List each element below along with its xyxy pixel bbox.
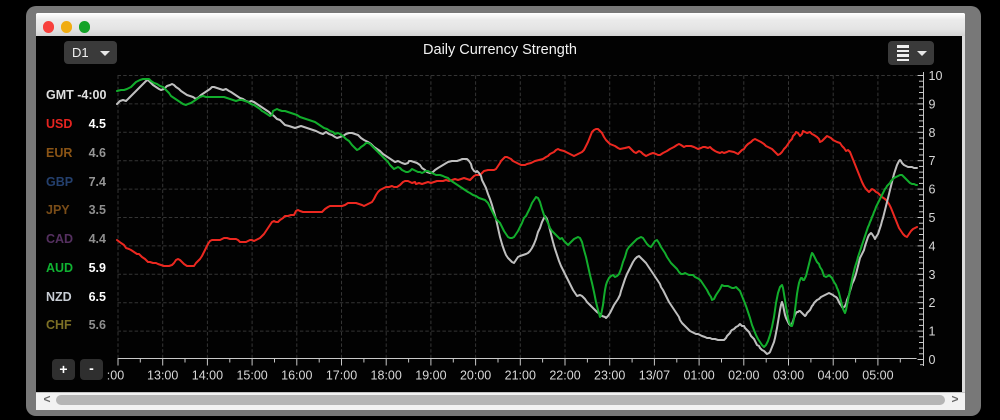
svg-text:3: 3 bbox=[929, 268, 936, 282]
svg-text:14:00: 14:00 bbox=[192, 369, 223, 383]
svg-text:02:00: 02:00 bbox=[728, 369, 759, 383]
svg-text:0: 0 bbox=[929, 353, 936, 367]
svg-text:18:00: 18:00 bbox=[371, 369, 402, 383]
svg-text:20:00: 20:00 bbox=[460, 369, 491, 383]
svg-text:9: 9 bbox=[929, 97, 936, 111]
svg-text:21:00: 21:00 bbox=[505, 369, 536, 383]
svg-text:01:00: 01:00 bbox=[683, 369, 714, 383]
svg-text:03:00: 03:00 bbox=[773, 369, 804, 383]
svg-text:2: 2 bbox=[929, 296, 936, 310]
svg-text:05:00: 05:00 bbox=[862, 369, 893, 383]
svg-text::00: :00 bbox=[107, 369, 124, 383]
svg-text:1: 1 bbox=[929, 325, 936, 339]
svg-text:6: 6 bbox=[929, 183, 936, 197]
svg-text:15:00: 15:00 bbox=[236, 369, 267, 383]
svg-text:19:00: 19:00 bbox=[415, 369, 446, 383]
svg-text:10: 10 bbox=[929, 69, 943, 83]
svg-text:04:00: 04:00 bbox=[818, 369, 849, 383]
svg-text:13/07: 13/07 bbox=[639, 369, 670, 383]
svg-text:5: 5 bbox=[929, 211, 936, 225]
svg-text:13:00: 13:00 bbox=[147, 369, 178, 383]
svg-text:23:00: 23:00 bbox=[594, 369, 625, 383]
svg-text:16:00: 16:00 bbox=[281, 369, 312, 383]
svg-text:17:00: 17:00 bbox=[326, 369, 357, 383]
svg-text:4: 4 bbox=[929, 239, 936, 253]
svg-text:22:00: 22:00 bbox=[549, 369, 580, 383]
svg-text:8: 8 bbox=[929, 126, 936, 140]
svg-text:7: 7 bbox=[929, 154, 936, 168]
